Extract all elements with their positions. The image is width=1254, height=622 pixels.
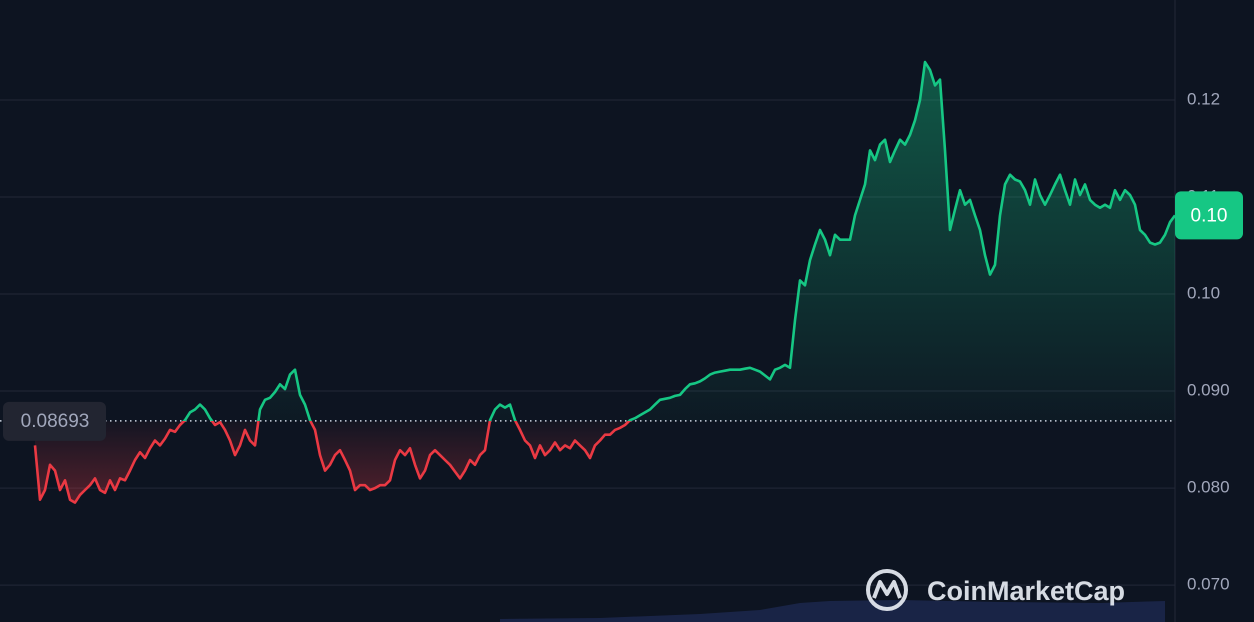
- price-badge-label: 0.10: [1191, 205, 1228, 226]
- area-fill: [35, 62, 1175, 503]
- plot: [0, 60, 1177, 504]
- y-tick-label: 0.080: [1187, 478, 1230, 497]
- baseline-label: 0.08693: [21, 411, 90, 432]
- y-tick-label: 0.070: [1187, 575, 1230, 594]
- baseline-badge: [3, 401, 106, 441]
- price-badge: [1175, 191, 1243, 240]
- price-line: [33, 60, 1177, 504]
- y-tick-label: 0.12: [1187, 89, 1220, 108]
- y-tick-label: 0.10: [1187, 284, 1220, 303]
- watermark-text: CoinMarketCap: [927, 576, 1125, 606]
- y-tick-label: 0.090: [1187, 381, 1230, 400]
- labels: 0.08693 0.10: [3, 191, 1243, 441]
- volume-area: [500, 600, 1165, 622]
- watermark: CoinMarketCap: [866, 569, 1125, 611]
- watermark-logo: [866, 569, 908, 611]
- watermark-logo-mark: [872, 580, 902, 599]
